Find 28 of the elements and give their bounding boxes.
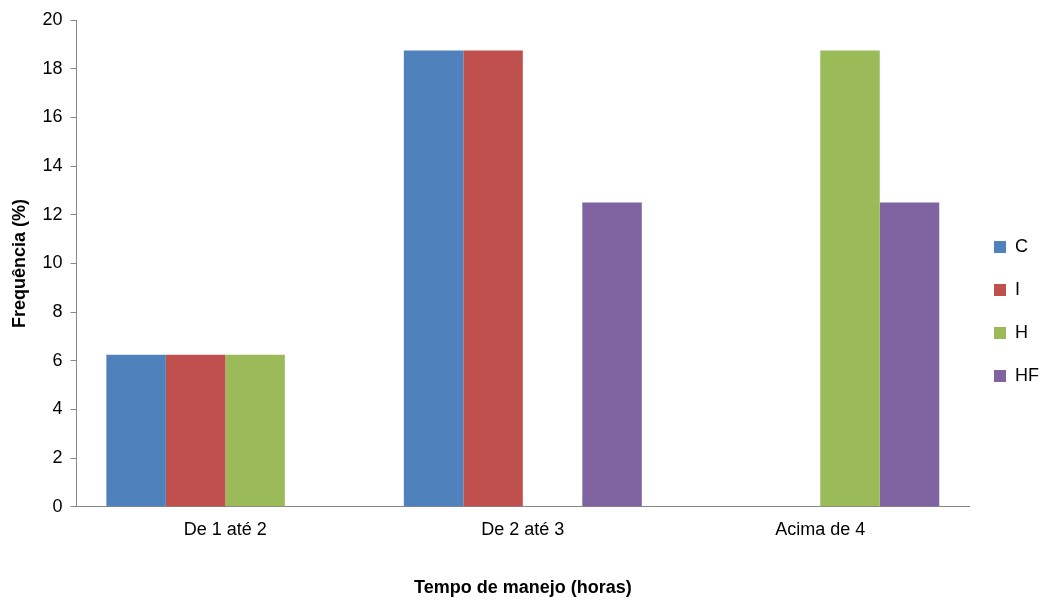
y-tick-label: 2 [52,447,63,468]
bar [820,50,880,507]
y-axis-title: Frequência (%) [8,198,29,328]
y-tick-label: 20 [42,8,63,29]
x-tick-label: De 2 até 3 [481,518,565,539]
legend-label: HF [1015,364,1040,385]
y-tick-label: 14 [42,155,63,176]
y-tick-label: 18 [42,57,63,78]
y-tick-label: 8 [52,301,63,322]
x-tick-label: Acima de 4 [775,518,866,539]
y-tick-label: 4 [52,398,63,419]
legend-label: C [1015,235,1029,256]
bar [582,202,642,507]
y-tick-label: 0 [52,495,63,516]
y-tick-label: 16 [42,106,63,127]
bar [403,50,464,507]
legend-label: H [1015,321,1029,342]
bar [165,354,226,507]
y-tick-label: 12 [42,203,63,224]
bar [879,202,940,507]
bar [106,354,166,507]
y-tick-label: 10 [42,252,63,273]
y-tick-label: 6 [52,349,63,370]
x-axis-title: Tempo de manejo (horas) [413,577,632,598]
bar [463,50,523,507]
bar [225,354,285,507]
x-tick-label: De 1 até 2 [183,518,267,539]
legend-label: I [1015,278,1021,299]
